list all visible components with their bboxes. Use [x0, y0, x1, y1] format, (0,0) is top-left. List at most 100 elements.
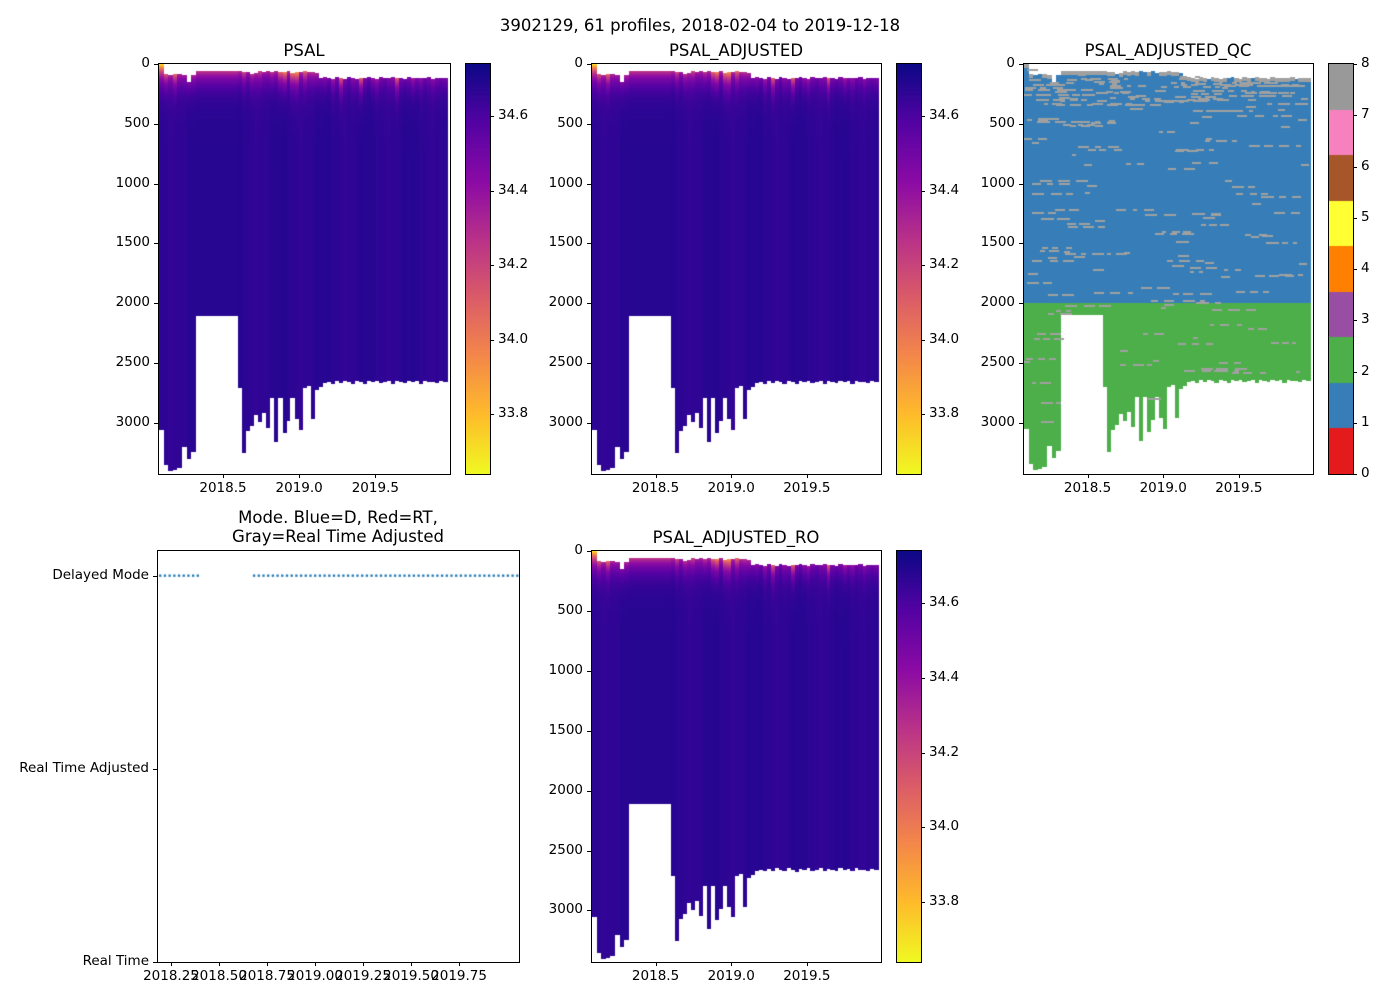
y-tick-mark: [153, 962, 157, 963]
y-tick-mark: [1019, 362, 1023, 364]
colorbar-tick-label: 34.6: [498, 107, 529, 124]
x-tick-mark: [219, 962, 220, 966]
y-tick-mark: [587, 670, 591, 672]
psal-adjusted-heatmap-canvas: [592, 64, 881, 474]
y-tick-mark: [587, 243, 591, 245]
colorbar-tick-mark: [1353, 474, 1357, 475]
x-tick-label: 2018.5: [199, 480, 247, 496]
colorbar-tick-mark: [490, 116, 494, 118]
y-tick-label: 1000: [548, 661, 583, 678]
colorbar-tick-mark: [490, 190, 494, 192]
y-tick-mark: [154, 362, 158, 364]
y-tick-label: 2500: [980, 353, 1015, 370]
colorbar-tick-label: 3: [1361, 311, 1370, 328]
figure-title: 3902129, 61 profiles, 2018-02-04 to 2019…: [499, 16, 901, 35]
x-tick-label: 2019.0: [1139, 480, 1187, 496]
colorbar-tick-label: 5: [1361, 208, 1370, 225]
y-tick-mark: [587, 790, 591, 792]
psal-adjusted-colorbar: 34.6 34.4 34.2 34.0 33.8: [896, 63, 959, 475]
x-tick-mark: [731, 962, 733, 966]
x-tick-mark: [731, 474, 733, 478]
y-tick-mark: [587, 910, 591, 912]
y-tick-mark: [587, 422, 591, 424]
colorbar-tick-label: 34.0: [929, 330, 960, 347]
x-tick-label: 2019.25: [335, 968, 391, 984]
psal-adjusted-qc-title: PSAL_ADJUSTED_QC: [1084, 41, 1252, 60]
colorbar-tick-mark: [921, 414, 925, 416]
x-tick-mark: [267, 962, 269, 966]
x-tick-mark: [411, 962, 413, 966]
psal-adjusted-title: PSAL_ADJUSTED: [668, 41, 804, 60]
psal-adjusted-ro-heatmap-canvas: [592, 551, 881, 962]
x-tick-label: 2018.50: [191, 968, 247, 984]
colorbar-tick-label: 34.2: [929, 256, 960, 273]
y-tick-label: 0: [141, 55, 150, 71]
colorbar-tick-mark: [1353, 64, 1357, 65]
x-tick-label: 2019.5: [783, 968, 831, 984]
y-tick-label: 500: [557, 114, 583, 131]
x-tick-label: 2018.5: [631, 968, 680, 984]
colorbar-tick-label: 33.8: [929, 405, 960, 422]
colorbar-tick-mark: [1353, 166, 1357, 168]
colorbar-tick-label: 8: [1361, 55, 1370, 71]
y-tick-mark: [1019, 303, 1023, 305]
colorbar-tick-label: 34.0: [929, 818, 960, 835]
psal-title: PSAL: [283, 41, 325, 60]
colorbar-tick-label: 2: [1361, 362, 1370, 379]
colorbar-tick-mark: [921, 116, 925, 118]
colorbar-tick-mark: [1353, 115, 1357, 117]
psal-adjusted-qc-colorbar: 0 1 2 3 4 5 6 7 8: [1328, 55, 1370, 481]
x-tick-mark: [1238, 474, 1240, 478]
y-tick-label: 1500: [548, 234, 583, 251]
x-tick-label: 2019.5: [351, 480, 399, 496]
colorbar-tick-mark: [490, 339, 494, 341]
colorbar-tick-label: 34.0: [498, 330, 529, 347]
psal-adjusted-ro-heatmap: 2018.5 2019.0 2019.5 0 500 1000 1500 2000 2500 30…: [549, 542, 882, 984]
colorbar-tick-label: 1: [1361, 413, 1370, 430]
x-tick-mark: [806, 474, 808, 478]
y-tick-label: 2500: [548, 841, 583, 858]
colorbar-tick-mark: [921, 339, 925, 341]
colorbar-tick-label: 0: [1361, 465, 1370, 481]
y-tick-label: 3000: [115, 413, 150, 430]
colorbar-tick-mark: [921, 678, 925, 680]
mode-plot: 2018.25 2018.50 2018.75 2019.00 2019.25 2019.…: [19, 550, 520, 984]
mode-title-line1: Mode. Blue=D, Red=RT,: [238, 508, 438, 527]
psal-colorbar: 34.6 34.4 34.2 34.0 33.8: [465, 63, 528, 475]
y-tick-label: 2500: [548, 353, 583, 370]
mode-title: Mode. Blue=D, Red=RT, Gray=Real Time Adju…: [232, 508, 444, 546]
psal-adjusted-qc-heatmap: 2018.5 2019.0 2019.5 0 500 1000 1500 2000 2500 30…: [981, 55, 1314, 496]
colorbar-tick-label: 34.6: [929, 594, 960, 611]
y-tick-label: 500: [124, 114, 150, 131]
x-tick-label: 2019.00: [287, 968, 343, 984]
colorbar-tick-mark: [921, 902, 925, 904]
y-tick-mark: [1019, 183, 1023, 185]
colorbar-tick-mark: [1353, 371, 1357, 373]
y-tick-mark: [154, 64, 158, 65]
y-tick-label: 3000: [548, 901, 583, 918]
psal-adjusted-ro-colorbar: 34.6 34.4 34.2 34.0 33.8: [896, 550, 959, 963]
y-tick-label: 500: [557, 601, 583, 618]
mode-title-line2: Gray=Real Time Adjusted: [232, 527, 444, 546]
y-tick-mark: [153, 769, 157, 771]
colorbar-tick-label: 34.2: [929, 743, 960, 760]
colorbar-tick-mark: [921, 265, 925, 267]
y-tick-label: 2000: [548, 781, 583, 798]
x-tick-label: 2019.0: [707, 480, 755, 496]
colorbar-tick-label: 33.8: [498, 405, 529, 422]
x-tick-mark: [375, 474, 377, 478]
y-tick-label: 1000: [548, 174, 583, 191]
colorbar-tick-mark: [921, 190, 925, 192]
y-tick-label: Real Time: [82, 953, 149, 969]
psal-colorbar-canvas: [466, 64, 490, 474]
x-tick-label: 2018.25: [143, 968, 199, 984]
colorbar-tick-label: 34.2: [498, 256, 529, 273]
y-tick-label: 1000: [980, 174, 1015, 191]
y-tick-mark: [1019, 422, 1023, 424]
y-tick-mark: [587, 551, 591, 552]
y-tick-label: 500: [989, 114, 1015, 131]
y-tick-mark: [587, 64, 591, 65]
colorbar-tick-mark: [921, 827, 925, 829]
psal-adjusted-ro-title: PSAL_ADJUSTED_RO: [652, 528, 820, 547]
